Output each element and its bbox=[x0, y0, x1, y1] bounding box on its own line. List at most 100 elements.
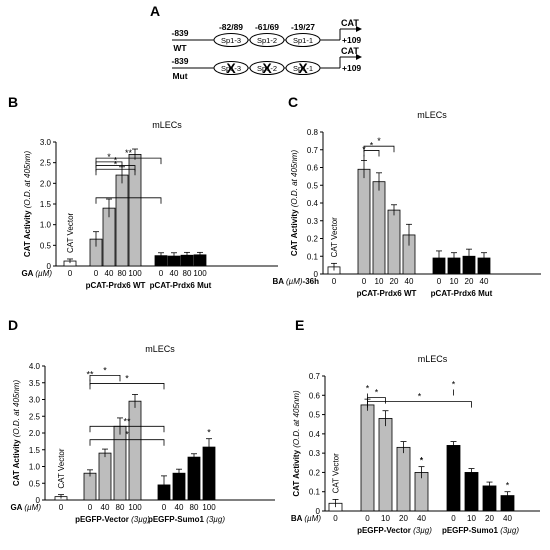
chart-panel-e: mLECs 0 0.1 0.2 0.3 0.4 0.5 0.6 0.7 CAT Activity … bbox=[291, 354, 540, 535]
mutation-mark: X bbox=[226, 60, 236, 76]
sp1-site bbox=[249, 61, 285, 75]
bracket-line bbox=[89, 439, 165, 446]
chart-panel-c: mLECs 0 0.1 0.2 0.3 0.4 0.5 0.6 0.7 0.8 CAT Activi… bbox=[272, 110, 541, 298]
x-tick-label: 20 bbox=[485, 514, 494, 523]
significance-mark: * bbox=[103, 365, 107, 375]
bar bbox=[446, 445, 461, 512]
panel-label-a: A bbox=[150, 3, 160, 19]
x-tick-label: 80 bbox=[116, 503, 125, 512]
end-coordinate: +109 bbox=[342, 35, 361, 45]
significance-mark: * bbox=[107, 152, 111, 162]
x-tick-label: 0 bbox=[451, 514, 456, 523]
bar bbox=[357, 168, 371, 275]
significance-bracket: * bbox=[95, 159, 136, 176]
x-tick-label: 80 bbox=[183, 269, 192, 278]
significance-mark: * bbox=[370, 140, 374, 150]
significance-mark: * bbox=[418, 392, 422, 402]
x-tick-label: 0 bbox=[94, 269, 99, 278]
x-axis-label: GA (µM) bbox=[21, 269, 52, 278]
x-tick-label: 40 bbox=[101, 503, 110, 512]
x-tick-label: 0 bbox=[332, 277, 337, 286]
x-tick-label: 40 bbox=[105, 269, 114, 278]
y-tick-label: 0 bbox=[314, 270, 319, 279]
y-tick-label: 0.8 bbox=[307, 128, 319, 137]
significance-bracket: * bbox=[363, 140, 380, 157]
chart-title: mLECs bbox=[417, 110, 447, 120]
x-tick-label: 40 bbox=[170, 269, 179, 278]
bar bbox=[387, 209, 401, 275]
x-tick-label: 0 bbox=[68, 269, 73, 278]
sp1-site bbox=[249, 33, 285, 47]
reporter-label: CAT bbox=[341, 18, 359, 28]
y-tick-label: 0.7 bbox=[307, 146, 319, 155]
vector-label: CAT Vector bbox=[66, 212, 75, 253]
tss-arrow-head bbox=[356, 54, 362, 60]
chart-panel-b: mLECs 0 0.5 1.0 1.5 2.0 2.5 3.0 CAT Activity (O.… bbox=[21, 120, 278, 290]
significance-mark: * bbox=[420, 456, 424, 466]
y-axis-label: CAT Activity (O.D. at 405nm) bbox=[290, 150, 299, 257]
significance-mark: * bbox=[207, 428, 211, 438]
sp1-site-label: Sp1-1 bbox=[293, 36, 313, 45]
bracket-line bbox=[89, 383, 165, 390]
start-coordinate: -839 bbox=[171, 28, 188, 38]
y-tick-label: 0 bbox=[316, 507, 321, 516]
bar bbox=[360, 404, 375, 512]
y-tick-label: 0.2 bbox=[309, 468, 321, 477]
bar bbox=[372, 181, 386, 275]
x-tick-label: 40 bbox=[503, 514, 512, 523]
y-tick-label: 3.0 bbox=[29, 396, 41, 405]
y-tick-label: 0.3 bbox=[309, 449, 321, 458]
y-tick-label: 1.5 bbox=[40, 200, 52, 209]
y-tick-label: 0.6 bbox=[307, 164, 319, 173]
significance-mark: * bbox=[420, 456, 424, 466]
bracket-line bbox=[367, 401, 472, 408]
bracket-line bbox=[89, 425, 165, 433]
significance-mark: ** bbox=[86, 369, 94, 379]
construct-tag: Mut bbox=[172, 71, 187, 81]
bracket-line bbox=[95, 197, 162, 204]
y-tick-label: 0 bbox=[36, 496, 41, 505]
x-tick-label: 80 bbox=[118, 269, 127, 278]
significance-bracket: ** bbox=[89, 416, 165, 433]
x-tick-label: 0 bbox=[162, 503, 167, 512]
significance-mark: * bbox=[366, 384, 370, 394]
significance-bracket: * bbox=[95, 152, 123, 168]
y-tick-label: 3.5 bbox=[29, 379, 41, 388]
y-tick-label: 2.5 bbox=[40, 159, 52, 168]
x-tick-label: 10 bbox=[381, 514, 390, 523]
y-tick-label: 0.5 bbox=[309, 411, 321, 420]
group-label: pEGFP-Sumo1 (3µg) bbox=[148, 515, 225, 524]
group-label: pEGFP-Sumo1 (3µg) bbox=[442, 526, 519, 535]
significance-bracket: * bbox=[452, 380, 456, 396]
significance-mark: ** bbox=[125, 148, 133, 158]
bracket-line bbox=[95, 161, 123, 168]
bar bbox=[396, 446, 411, 512]
y-tick-label: 0.3 bbox=[307, 217, 319, 226]
mutation-mark: X bbox=[262, 60, 272, 76]
sp1-site bbox=[213, 33, 249, 47]
vector-label: CAT Vector bbox=[57, 448, 66, 489]
x-tick-label: 10 bbox=[375, 277, 384, 286]
group-label: pEGFP-Vector (3µg) bbox=[75, 515, 150, 524]
x-tick-label: 0 bbox=[365, 514, 370, 523]
significance-bracket: * bbox=[363, 136, 395, 153]
x-axis-label: GA (µM) bbox=[10, 503, 41, 512]
y-tick-label: 0.5 bbox=[29, 479, 41, 488]
x-tick-label: 10 bbox=[467, 514, 476, 523]
chart-panel-d: mLECs 0 0.5 1.0 1.5 2.0 2.5 3.0 3.5 4.0 CAT Activi… bbox=[10, 344, 275, 524]
x-tick-label: 20 bbox=[465, 277, 474, 286]
significance-mark: * bbox=[377, 136, 381, 146]
bracket-line bbox=[363, 145, 395, 153]
significance-bracket: * bbox=[95, 156, 136, 172]
significance-mark: * bbox=[125, 373, 129, 383]
bar bbox=[128, 400, 142, 501]
bracket-line bbox=[89, 374, 121, 382]
significance-bracket: * bbox=[89, 365, 121, 382]
y-tick-label: 0.1 bbox=[307, 252, 319, 261]
y-tick-label: 0 bbox=[47, 262, 52, 271]
y-tick-label: 1.0 bbox=[40, 221, 52, 230]
sp1-site bbox=[285, 33, 321, 47]
sp1-site-label: Sp1-2 bbox=[257, 36, 277, 45]
sp1-site-label: Sp1-3 bbox=[221, 36, 241, 45]
